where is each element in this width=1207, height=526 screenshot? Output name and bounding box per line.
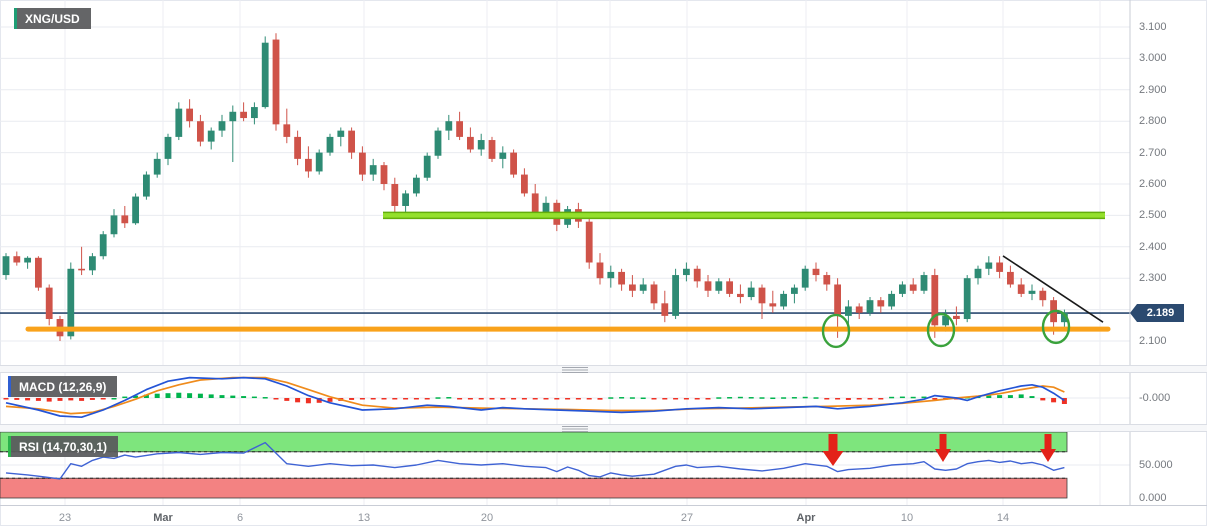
down-arrow-icon [935,434,951,462]
down-arrow-icon [1040,434,1056,462]
candlestick-series[interactable] [2,33,1068,341]
macd-label-badge: MACD (12,26,9) [8,376,118,397]
price-tick-label: 3.000 [1139,52,1167,65]
time-tick-label: 23 [58,512,72,524]
symbol-badge: XNG/USD [14,8,91,29]
descending-trendline[interactable] [1002,255,1104,323]
rsi-accent-bar [8,436,11,457]
time-tick-label: 20 [480,512,494,524]
price-tick-label: 2.900 [1139,83,1167,96]
panel-separator-rsi[interactable] [0,424,1207,432]
rsi-tick-label: 50.000 [1139,459,1173,471]
rsi-signal-arrows [822,434,1056,466]
macd-label: MACD (12,26,9) [19,379,107,394]
macd-line [5,376,1065,419]
time-tick-label: Mar [153,512,173,524]
highlight-circle [821,313,851,349]
separator-grip-icon [562,426,588,432]
macd-histogram [3,392,1067,404]
macd-tick-label: -0.000 [1139,392,1171,404]
highlight-circle [1041,309,1071,345]
separator-grip-icon [562,367,588,373]
price-tick-label: 3.100 [1139,21,1167,33]
time-tick-label: 27 [680,512,694,524]
price-tick-label: 2.300 [1139,272,1167,285]
time-axis[interactable]: 23 Mar 6 13 20 27 Apr 10 14 [0,505,1207,526]
vertical-gridlines [64,0,1101,505]
rsi-tick-label: 0.000 [1139,492,1167,504]
price-tick-label: 2.500 [1139,209,1167,222]
rsi-overbought-band [0,431,1068,453]
price-tick-label: 2.100 [1139,335,1167,347]
price-axis[interactable]: 3.100 3.000 2.900 2.800 2.700 2.600 2.500 2.400… [1130,0,1207,505]
price-tick-label: 2.800 [1139,115,1167,128]
symbol-accent-bar [14,8,17,29]
time-tick-label: 6 [236,512,244,524]
highlight-circle [926,312,956,348]
rsi-line [5,441,1065,480]
time-tick-label: 10 [900,512,914,524]
price-tick-label: 2.600 [1139,178,1167,190]
last-price-value: 2.189 [1146,307,1175,319]
time-tick-label: 14 [996,512,1010,524]
symbol-label: XNG/USD [25,11,80,26]
price-tick-label: 2.700 [1139,146,1167,159]
price-tick-label: 2.400 [1139,240,1167,253]
rsi-label: RSI (14,70,30,1) [19,439,108,454]
rsi-label-badge: RSI (14,70,30,1) [8,436,119,457]
last-price-tag: 2.189 [1130,304,1184,322]
highlight-circles [821,309,1071,349]
down-arrow-icon [822,434,844,466]
rsi-oversold-band [0,477,1068,499]
time-tick-label: Apr [796,512,816,524]
time-tick-label: 13 [357,512,371,524]
macd-accent-bar [8,376,11,397]
panel-separator-macd[interactable] [0,365,1207,373]
